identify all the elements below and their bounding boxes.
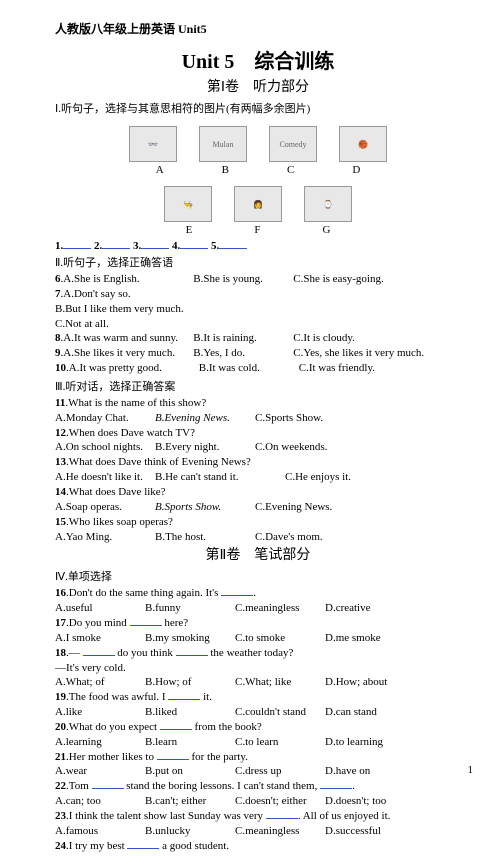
q18-reply: —It's very cold. xyxy=(55,661,461,676)
section-4: Ⅳ.单项选择 xyxy=(55,568,461,584)
label-f: F xyxy=(254,224,260,236)
q22: 22.Tom stand the boring lessons. I can't… xyxy=(55,779,461,794)
q21-opts: A.wearB.put onC.dress upD.have on xyxy=(55,764,461,779)
page-content: 人教版八年级上册英语 Unit5 Unit 5 综合训练 第Ⅰ卷 听力部分 Ⅰ.… xyxy=(0,0,501,864)
q13: 13.What does Dave think of Evening News? xyxy=(55,455,461,470)
title-main: Unit 5 综合训练 xyxy=(55,45,461,74)
image-labels-2: E F G xyxy=(55,224,461,236)
q19: 19.The food was awful. I it. xyxy=(55,690,461,705)
image-row-1: 👓 Mulan Comedy 🏀 xyxy=(55,120,461,162)
q14: 14.What does Dave like? xyxy=(55,485,461,500)
q17: 17.Do you mind here? xyxy=(55,616,461,631)
q6: 6.A.She is English.B.She is young.C.She … xyxy=(55,272,461,287)
q12-opts: A.On school nights.B.Every night.C.On we… xyxy=(55,440,461,455)
img-e: 👨‍🍳 xyxy=(163,180,213,222)
q7b: B.But I like them very much. xyxy=(55,302,461,317)
q10: 10.A.It was pretty good.B.It was cold.C.… xyxy=(55,361,461,376)
q16-opts: A.usefulB.funnyC.meaninglessD.creative xyxy=(55,601,461,616)
title-sub2: 第Ⅱ卷 笔试部分 xyxy=(55,544,461,564)
q18-opts: A.What; ofB.How; ofC.What; likeD.How; ab… xyxy=(55,675,461,690)
q9: 9.A.She likes it very much.B.Yes, I do.C… xyxy=(55,346,461,361)
q13-opts: A.He doesn't like it.B.He can't stand it… xyxy=(55,470,461,485)
img-f: 👩 xyxy=(233,180,283,222)
q14-opts: A.Soap operas.B.Sports Show.C.Evening Ne… xyxy=(55,500,461,515)
q22-opts: A.can; tooB.can't; eitherC.doesn't; eith… xyxy=(55,794,461,809)
section-2: Ⅱ.听句子，选择正确答语 xyxy=(55,254,461,270)
section-1: Ⅰ.听句子，选择与其意思相符的图片(有两幅多余图片) xyxy=(55,100,461,116)
page-number: 1 xyxy=(468,764,474,776)
q11: 11.What is the name of this show? xyxy=(55,396,461,411)
q12: 12.When does Dave watch TV? xyxy=(55,426,461,441)
label-e: E xyxy=(186,224,193,236)
q8: 8.A.It was warm and sunny.B.It is rainin… xyxy=(55,331,461,346)
img-g: ⌚ xyxy=(303,180,353,222)
label-c: C xyxy=(287,164,294,176)
image-row-2: 👨‍🍳 👩 ⌚ xyxy=(55,180,461,222)
header: 人教版八年级上册英语 Unit5 xyxy=(55,20,461,37)
q21: 21.Her mother likes to for the party. xyxy=(55,750,461,765)
blanks-1-5: 1. 2. 3. 4. 5. xyxy=(55,238,461,252)
label-d: D xyxy=(352,164,360,176)
label-a: A xyxy=(156,164,164,176)
q15: 15.Who likes soap operas? xyxy=(55,515,461,530)
q7c: C.Not at all. xyxy=(55,317,461,332)
q23-opts: A.famousB.unluckyC.meaninglessD.successf… xyxy=(55,824,461,839)
q7: 7.A.Don't say so. xyxy=(55,287,461,302)
img-b: Mulan xyxy=(198,120,248,162)
q15-opts: A.Yao Ming.B.The host.C.Dave's mom. xyxy=(55,530,461,545)
q23: 23.I think the talent show last Sunday w… xyxy=(55,809,461,824)
q18: 18.— do you think the weather today? xyxy=(55,646,461,661)
q20-opts: A.learningB.learnC.to learnD.to learning xyxy=(55,735,461,750)
q16: 16.Don't do the same thing again. It's . xyxy=(55,586,461,601)
img-c: Comedy xyxy=(268,120,318,162)
label-g: G xyxy=(322,224,330,236)
q17-opts: A.I smokeB.my smokingC.to smokeD.me smok… xyxy=(55,631,461,646)
title-sub: 第Ⅰ卷 听力部分 xyxy=(55,76,461,96)
image-labels-1: A B C D xyxy=(55,164,461,176)
img-d: 🏀 xyxy=(338,120,388,162)
q11-opts: A.Monday Chat.B.Evening News.C.Sports Sh… xyxy=(55,411,461,426)
q24: 24.I try my best a good student. xyxy=(55,839,461,854)
section-3: Ⅲ.听对话，选择正确答案 xyxy=(55,378,461,394)
q20: 20.What do you expect from the book? xyxy=(55,720,461,735)
img-a: 👓 xyxy=(128,120,178,162)
label-b: B xyxy=(222,164,229,176)
q19-opts: A.likeB.likedC.couldn't standD.can stand xyxy=(55,705,461,720)
